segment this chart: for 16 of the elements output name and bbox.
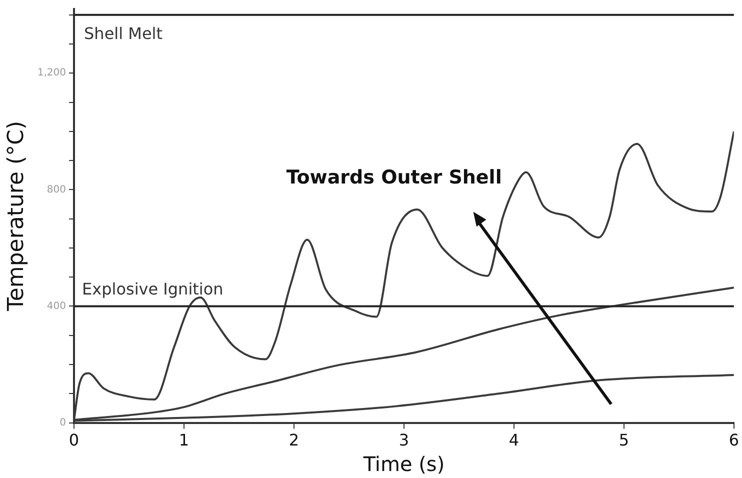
x-tick-label: 3 — [398, 430, 410, 450]
x-tick-label: 2 — [288, 430, 300, 450]
x-tick-label: 0 — [68, 430, 80, 450]
x-tick-label: 1 — [178, 430, 190, 450]
x-axis-title: Time (s) — [362, 452, 445, 476]
ref-line-label: Explosive Ignition — [82, 279, 224, 298]
y-axis-title: Temperature (°C) — [4, 120, 29, 312]
x-tick-label: 4 — [508, 430, 520, 450]
x-tick-label: 5 — [618, 430, 630, 450]
y-tick-label: 0 — [60, 417, 66, 428]
ref-line-label: Shell Melt — [84, 24, 163, 43]
annotation: Towards Outer Shell — [286, 166, 502, 189]
y-tick-label: 800 — [46, 184, 66, 196]
y-tick-label: 1,200 — [37, 68, 66, 79]
x-tick-label: 6 — [728, 430, 740, 450]
y-tick-label: 400 — [46, 300, 66, 312]
